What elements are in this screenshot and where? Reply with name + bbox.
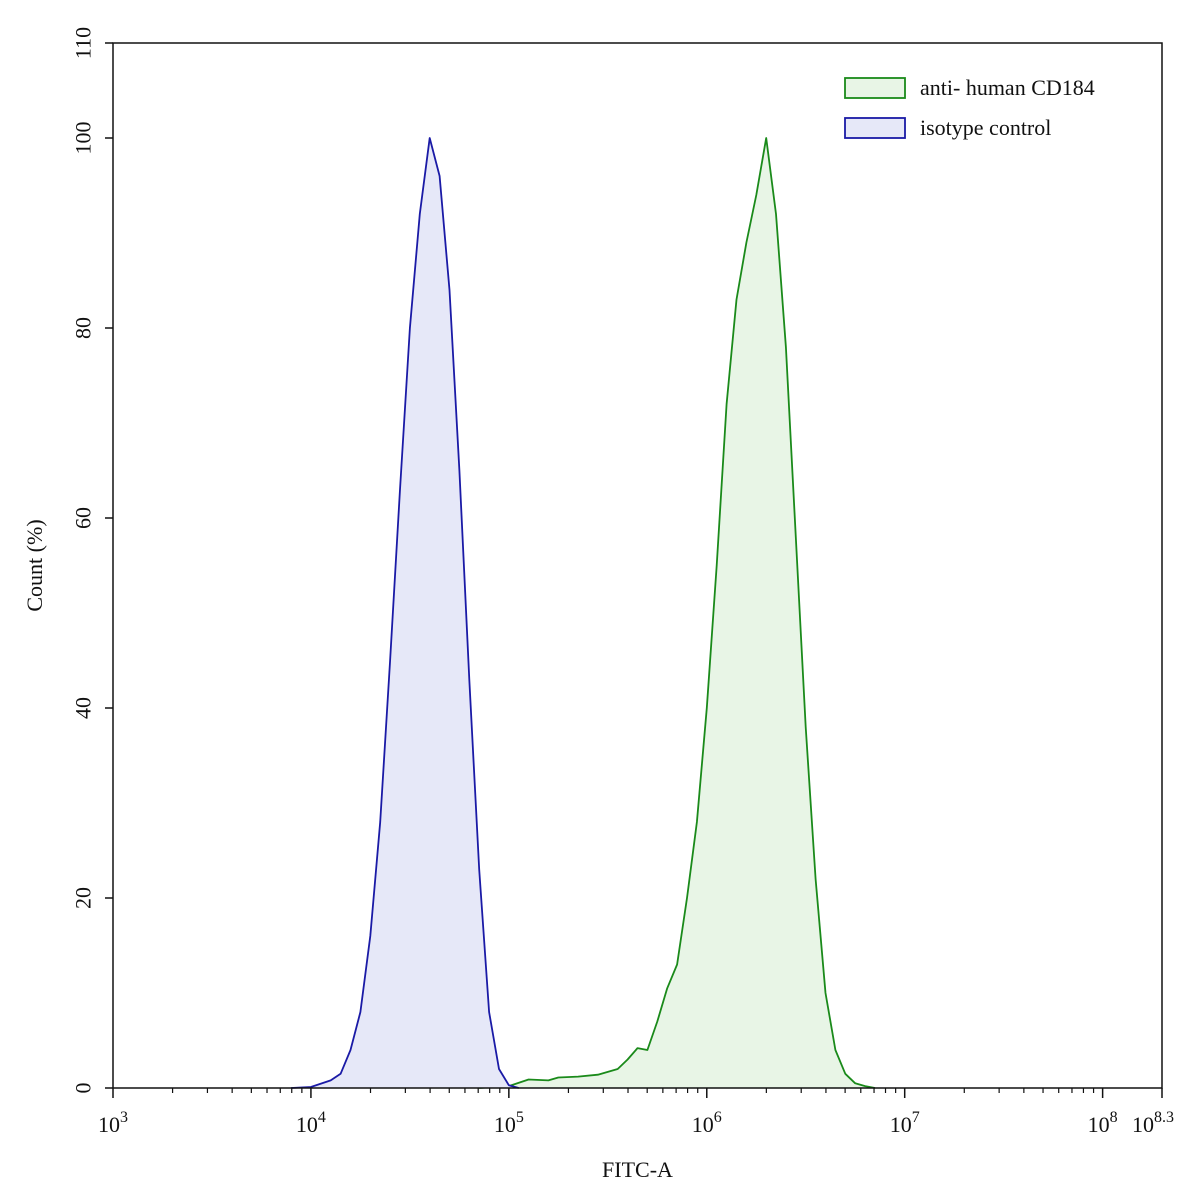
x-tick-label: 105: [494, 1109, 524, 1137]
x-tick-label: 107: [890, 1109, 920, 1137]
y-tick-label: 110: [71, 27, 96, 59]
y-tick-label: 20: [71, 887, 96, 909]
y-tick-label: 80: [71, 317, 96, 339]
series-area-1: [291, 138, 519, 1088]
series-line-1: [291, 137, 519, 1089]
axis-layer: 0 20 40 60 80 100 110 103 104 105 106 107 108 108.3: [71, 27, 1175, 1137]
y-tick-label: 60: [71, 507, 96, 529]
legend-swatch: [844, 77, 906, 99]
y-tick-label: 0: [71, 1083, 96, 1094]
plot-frame: [112, 42, 1163, 1089]
x-tick-label: 108: [1088, 1109, 1118, 1137]
x-tick-label: 106: [692, 1109, 722, 1137]
y-tick-label: 40: [71, 697, 96, 719]
y-tick-label: 100: [71, 122, 96, 155]
y-axis-title: Count (%): [22, 519, 47, 611]
series-area-0: [479, 138, 875, 1088]
x-tick-label: 104: [296, 1109, 326, 1137]
series-line-0: [479, 137, 876, 1089]
legend: anti- human CD184 isotype control: [844, 75, 1095, 140]
legend-label: isotype control: [920, 115, 1051, 140]
x-axis-title: FITC-A: [602, 1157, 673, 1182]
x-tick-label: 103: [98, 1109, 128, 1137]
x-tick-label: 108.3: [1132, 1109, 1174, 1137]
legend-label: anti- human CD184: [920, 75, 1095, 100]
legend-swatch: [844, 117, 906, 139]
series-layer: [291, 137, 876, 1089]
